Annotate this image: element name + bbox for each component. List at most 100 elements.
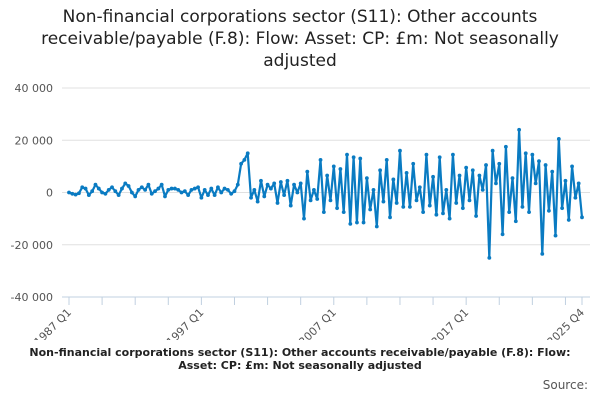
data-point — [494, 181, 498, 186]
data-point — [503, 144, 508, 149]
data-point — [417, 185, 422, 190]
data-point — [580, 215, 584, 220]
data-point — [533, 181, 538, 186]
data-point — [520, 204, 525, 209]
data-point — [355, 220, 359, 225]
data-point — [199, 195, 204, 200]
data-point — [427, 203, 432, 208]
data-point — [86, 193, 91, 198]
data-point — [550, 169, 555, 174]
data-point — [136, 187, 141, 192]
data-point — [484, 163, 488, 167]
data-point — [146, 182, 151, 187]
data-point — [288, 203, 293, 208]
y-tick-label: 40 000 — [15, 82, 54, 95]
data-point — [182, 189, 187, 194]
data-point — [298, 181, 303, 186]
data-point — [358, 156, 363, 161]
data-point — [232, 189, 237, 194]
data-point — [467, 198, 472, 203]
data-point — [90, 189, 95, 194]
data-point — [540, 251, 545, 256]
source-label: Source: — [542, 378, 588, 392]
data-point — [225, 187, 230, 192]
data-point — [202, 187, 207, 192]
data-point — [255, 199, 260, 204]
y-tick-label: -20 000 — [11, 239, 53, 252]
data-point — [292, 182, 296, 187]
data-point — [563, 178, 568, 183]
data-point — [116, 193, 121, 198]
data-point — [259, 178, 263, 183]
data-point — [186, 193, 191, 198]
line-chart: 40 000 20 000 0 -20 000 -40 000 1987 Q1 1997 … — [11, 82, 590, 340]
series-path — [68, 128, 584, 259]
data-point — [404, 171, 409, 175]
data-point — [321, 210, 326, 214]
data-point — [245, 151, 250, 156]
data-point — [543, 163, 548, 167]
data-point — [547, 208, 551, 213]
series-line — [67, 127, 584, 260]
data-point — [285, 178, 290, 183]
data-point — [67, 190, 71, 195]
data-point — [338, 167, 343, 171]
data-point — [239, 161, 244, 166]
data-point — [480, 187, 485, 192]
data-point — [159, 182, 164, 187]
data-point — [222, 186, 227, 191]
data-point — [229, 191, 234, 196]
data-point — [123, 181, 128, 186]
data-point — [295, 190, 300, 195]
x-axis: 1987 Q1 1997 Q1 2007 Q1 2017 Q1 2025 Q4 — [32, 296, 590, 340]
data-point — [113, 189, 118, 194]
data-point — [477, 173, 482, 178]
data-point — [490, 148, 495, 153]
data-point — [537, 159, 541, 164]
x-tick-label: 1997 Q1 — [164, 306, 207, 340]
data-point — [275, 201, 280, 205]
data-point — [474, 214, 478, 218]
y-tick-label: 0 — [46, 187, 53, 200]
data-point — [143, 187, 148, 192]
data-point — [169, 186, 174, 191]
data-point — [278, 180, 283, 184]
data-point — [302, 216, 306, 221]
data-point — [470, 168, 475, 173]
data-point — [447, 216, 452, 221]
data-point — [487, 255, 492, 260]
data-point — [451, 152, 455, 157]
data-point — [388, 215, 392, 220]
data-point — [464, 165, 469, 170]
data-point — [73, 192, 78, 197]
gridlines — [62, 87, 590, 246]
data-point — [149, 191, 154, 196]
data-point — [308, 198, 313, 203]
data-point — [219, 190, 224, 195]
data-point — [460, 206, 465, 211]
data-point — [70, 191, 75, 196]
data-point — [523, 151, 528, 156]
data-point — [133, 194, 138, 199]
data-point — [331, 164, 336, 169]
data-point — [556, 137, 561, 141]
data-point — [189, 187, 194, 192]
chart-title: Non-financial corporations sector (S11):… — [41, 7, 559, 71]
data-point — [83, 186, 88, 191]
data-point — [500, 232, 505, 237]
data-point — [384, 157, 389, 162]
data-point — [139, 185, 144, 190]
data-point — [318, 157, 323, 162]
data-point — [507, 210, 512, 214]
data-point — [96, 186, 101, 191]
series-footer-title: Non-financial corporations sector (S11):… — [29, 346, 571, 372]
data-point — [361, 220, 366, 225]
data-point — [272, 181, 277, 186]
data-point — [394, 201, 399, 205]
data-point — [411, 161, 416, 166]
data-point — [351, 155, 356, 160]
data-point — [378, 168, 383, 173]
data-point — [242, 157, 247, 162]
data-point — [192, 186, 197, 191]
data-point — [196, 185, 200, 190]
